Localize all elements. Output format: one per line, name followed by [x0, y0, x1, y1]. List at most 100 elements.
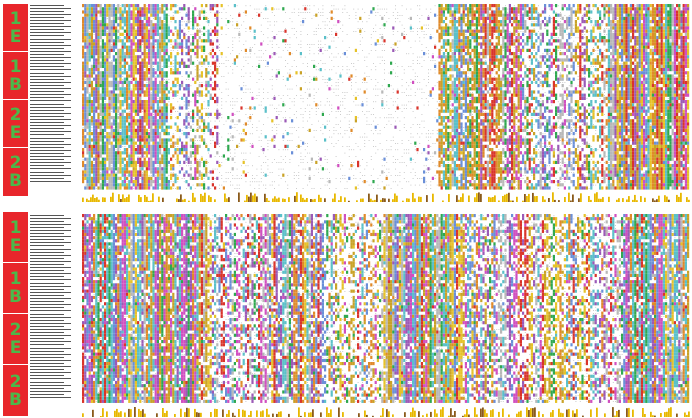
- residue-cell: [126, 125, 129, 129]
- residue-cell: [130, 180, 133, 184]
- residue-cell: [141, 154, 144, 158]
- residue-cell: [321, 167, 324, 171]
- residue-cell: [447, 167, 450, 171]
- residue-cell: [145, 183, 148, 187]
- gap-mark: [403, 124, 405, 125]
- gap-mark: [304, 175, 306, 176]
- residue-cell: [117, 167, 120, 171]
- residue-cell: [115, 26, 118, 30]
- residue-cell: [115, 52, 118, 56]
- gap-mark: [291, 12, 293, 13]
- residue-cell: [187, 87, 190, 91]
- gap-mark: [423, 24, 425, 26]
- gap-mark: [329, 130, 330, 131]
- residue-cell: [178, 26, 181, 30]
- residue-cell: [165, 7, 168, 11]
- residue-cell: [156, 167, 159, 171]
- residue-cell: [438, 138, 441, 142]
- gap-mark: [436, 130, 438, 131]
- gap-mark: [417, 15, 418, 16]
- residue-cell: [88, 186, 91, 190]
- gap-mark: [126, 69, 128, 71]
- gap-mark: [205, 159, 207, 160]
- residue-cell: [123, 36, 126, 40]
- residue-cell: [110, 39, 113, 43]
- residue-cell: [132, 68, 135, 72]
- gap-mark: [276, 69, 278, 71]
- residue-cell: [93, 180, 96, 184]
- residue-cell: [152, 132, 155, 136]
- residue-cell: [163, 106, 166, 110]
- residue-cell: [101, 96, 104, 100]
- residue-cell: [363, 180, 366, 184]
- residue-cell: [95, 106, 98, 110]
- residue-cell: [451, 122, 454, 126]
- residue-cell: [161, 96, 164, 100]
- gap-mark: [280, 162, 282, 163]
- residue-cell: [185, 148, 188, 152]
- gap-mark: [357, 53, 359, 55]
- residue-cell: [451, 58, 454, 62]
- residue-cell: [97, 112, 100, 116]
- residue-cell: [119, 52, 122, 56]
- gap-mark: [236, 178, 238, 179]
- gap-mark: [368, 184, 370, 186]
- residue-cell: [196, 176, 199, 180]
- gap-mark: [318, 24, 319, 26]
- residue-cell: [97, 74, 100, 78]
- gap-mark: [326, 85, 328, 87]
- residue-cell: [167, 125, 170, 129]
- residue-cell: [231, 167, 234, 171]
- gap-mark: [203, 95, 205, 96]
- gap-mark: [329, 188, 330, 189]
- residue-cell: [99, 29, 102, 33]
- residue-cell: [106, 122, 109, 126]
- gap-mark: [120, 37, 121, 39]
- gap-mark: [313, 88, 315, 90]
- residue-cell: [112, 93, 115, 97]
- residue-cell: [97, 170, 100, 174]
- gap-mark: [243, 12, 245, 13]
- residue-cell: [460, 128, 463, 132]
- residue-cell: [108, 125, 111, 129]
- residue-cell: [137, 144, 140, 148]
- gap-mark: [342, 8, 344, 10]
- residue-cell: [185, 119, 188, 123]
- residue-cell: [106, 167, 109, 171]
- residue-cell: [462, 16, 465, 20]
- residue-cell: [95, 39, 98, 43]
- residue-cell: [152, 151, 155, 155]
- residue-cell: [126, 141, 129, 145]
- residue-cell: [260, 42, 263, 46]
- gap-mark: [348, 120, 350, 122]
- gap-mark: [432, 60, 434, 61]
- gap-mark: [392, 44, 394, 45]
- gap-mark: [225, 24, 227, 26]
- residue-cell: [137, 58, 140, 62]
- residue-cell: [194, 36, 197, 40]
- residue-cell: [99, 103, 102, 107]
- residue-cell: [115, 64, 118, 68]
- residue-cell: [163, 109, 166, 113]
- residue-cell: [196, 128, 199, 132]
- gap-mark: [190, 101, 192, 103]
- residue-cell: [203, 128, 206, 132]
- residue-cell: [101, 157, 104, 161]
- residue-cell: [115, 96, 118, 100]
- gap-mark: [265, 66, 267, 67]
- residue-cell: [121, 87, 124, 91]
- residue-cell: [93, 122, 96, 126]
- residue-cell: [97, 71, 100, 75]
- residue-cell: [442, 29, 445, 33]
- gap-mark: [406, 53, 407, 55]
- gap-mark: [216, 66, 218, 67]
- gap-mark: [397, 184, 399, 186]
- residue-cell: [130, 128, 133, 132]
- gap-mark: [111, 165, 113, 167]
- group-label-char: B: [9, 76, 22, 94]
- residue-cell: [185, 170, 188, 174]
- gap-mark: [403, 149, 405, 151]
- residue-cell: [141, 87, 144, 91]
- gap-mark: [326, 82, 328, 83]
- residue-cell: [101, 80, 104, 84]
